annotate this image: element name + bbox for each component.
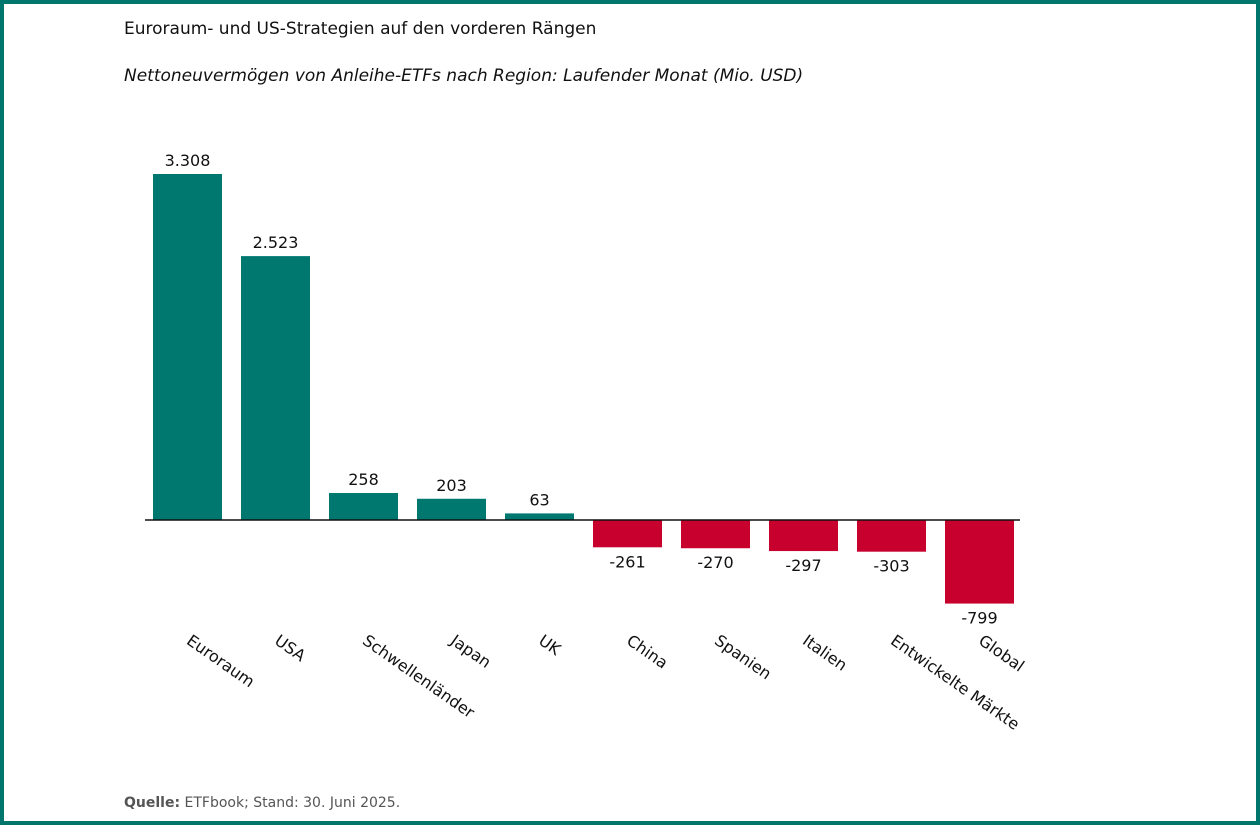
data-label: -799 (961, 609, 997, 628)
data-label: -303 (873, 557, 909, 576)
source-note: Quelle: ETFbook; Stand: 30. Juni 2025. (124, 795, 400, 811)
x-tick-label: Italien (799, 631, 851, 675)
data-label: 203 (436, 476, 467, 495)
bar-spanien (681, 520, 750, 549)
x-tick-label: Euroraum (183, 631, 258, 692)
bar-schwellenländer (329, 493, 398, 520)
data-label: 3.308 (165, 151, 211, 170)
x-tick-label: Global (975, 631, 1028, 676)
x-tick-label: USA (271, 631, 309, 666)
chart-subtitle: Nettoneuvermögen von Anleihe-ETFs nach R… (124, 66, 804, 86)
bar-uk (505, 513, 574, 520)
source-label: Quelle: (124, 795, 181, 811)
bar-italien (769, 520, 838, 552)
data-label: 258 (348, 470, 379, 489)
data-label: -297 (785, 556, 821, 575)
x-tick-label: UK (535, 631, 565, 660)
bar-entwickelte-märkte (857, 520, 926, 552)
x-tick-label: Spanien (711, 631, 775, 684)
x-tick-label: China (623, 631, 671, 673)
chart-title: Euroraum- und US-Strategien auf den vord… (124, 19, 597, 39)
data-label: -261 (609, 552, 645, 571)
source-text: ETFbook; Stand: 30. Juni 2025. (184, 795, 401, 811)
x-tick-label: Japan (446, 630, 494, 672)
data-label: -270 (697, 553, 733, 572)
bar-euroraum (153, 174, 222, 520)
data-label: 2.523 (253, 233, 299, 252)
bar-japan (417, 498, 486, 520)
bar-global (945, 520, 1014, 604)
bar-china (593, 520, 662, 548)
data-label: 63 (529, 490, 549, 509)
bar-usa (241, 256, 310, 520)
